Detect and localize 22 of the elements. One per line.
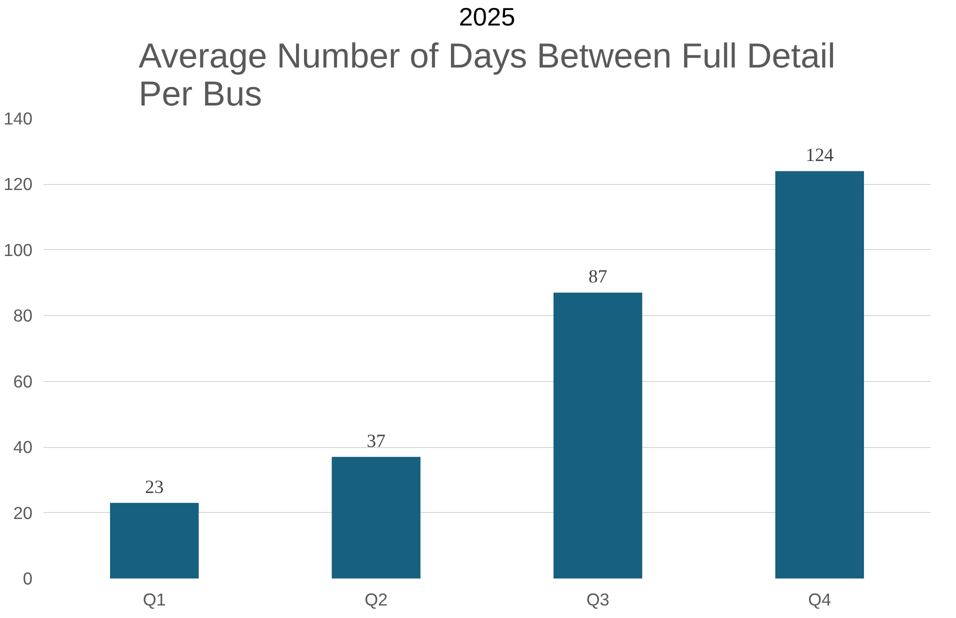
y-tick-label: 0 [22,568,33,588]
y-tick-label: 40 [13,437,33,458]
data-label: 23 [145,476,164,498]
x-tick-label: Q3 [586,590,610,610]
y-tick-label: 60 [13,371,33,392]
data-label: 87 [588,266,608,288]
x-tick-label: Q1 [142,590,166,610]
chart-title: Average Number of Days Between Full Detail Per Bus [138,38,836,114]
bar [332,456,420,578]
bar [554,292,642,578]
bar [110,502,199,578]
y-tick-label: 80 [13,306,33,326]
y-tick-label: 20 [13,502,33,523]
chart-subtitle: 2025 [458,4,516,32]
data-label: 37 [366,430,386,452]
bar [775,171,864,578]
y-tick-label: 100 [4,240,33,260]
y-tick-label: 120 [4,174,33,194]
x-tick-label: Q4 [808,590,832,610]
data-label: 124 [806,145,834,166]
x-tick-label: Q2 [364,590,388,610]
y-tick-label: 140 [4,108,33,128]
